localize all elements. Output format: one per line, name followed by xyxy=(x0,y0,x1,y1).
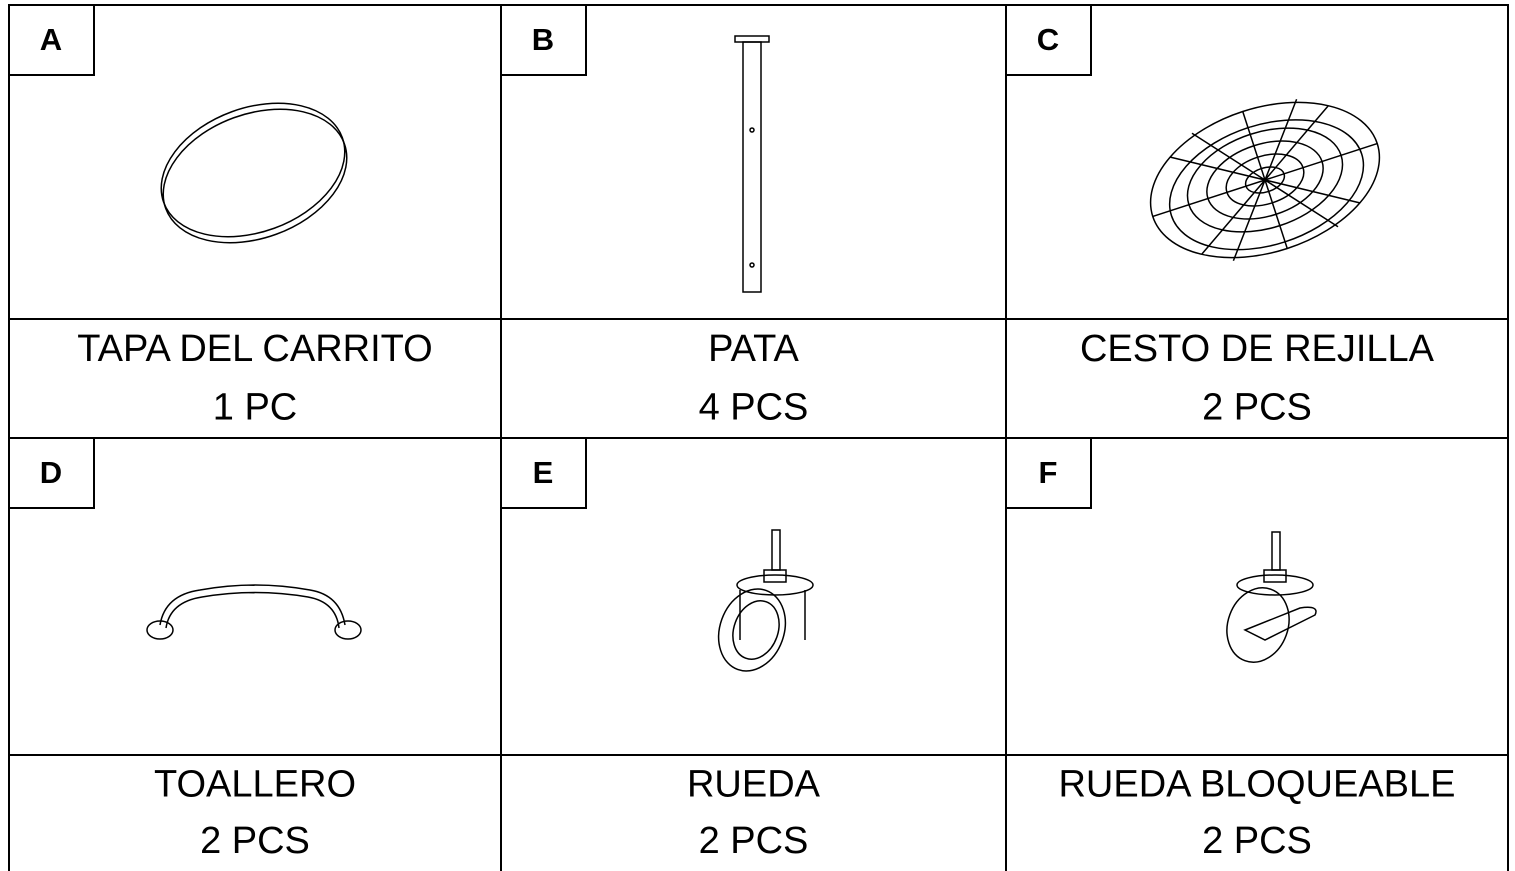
part-name: TAPA DEL CARRITO xyxy=(77,328,432,370)
part-name: PATA xyxy=(708,328,799,370)
drawing-d xyxy=(146,584,362,640)
drawing-a xyxy=(160,102,348,244)
part-letter: B xyxy=(532,22,554,57)
part-qty: 2 PCS xyxy=(1202,820,1312,862)
drawing-b xyxy=(734,35,770,293)
drawing-f xyxy=(1226,531,1317,663)
part-name: RUEDA xyxy=(687,763,821,805)
part-name: RUEDA BLOQUEABLE xyxy=(1058,763,1455,805)
part-letter: F xyxy=(1039,455,1058,490)
part-letter: A xyxy=(40,22,62,57)
letter-box xyxy=(1005,437,1092,509)
part-name: TOALLERO xyxy=(154,763,356,805)
part-letter: C xyxy=(1037,22,1059,57)
part-qty: 2 PCS xyxy=(200,820,310,862)
part-name: CESTO DE REJILLA xyxy=(1080,328,1435,370)
drawing-e xyxy=(717,529,814,672)
letter-box xyxy=(500,437,587,509)
letter-box xyxy=(8,437,95,509)
letter-box xyxy=(1005,4,1092,76)
part-letter: D xyxy=(40,455,62,490)
part-qty: 1 PC xyxy=(213,386,297,428)
part-qty: 2 PCS xyxy=(699,820,809,862)
part-qty: 4 PCS xyxy=(699,386,809,428)
drawing-c xyxy=(1149,99,1381,261)
part-qty: 2 PCS xyxy=(1202,386,1312,428)
letter-box xyxy=(500,4,587,76)
grid xyxy=(8,4,1509,871)
letter-box xyxy=(8,4,95,76)
part-letter: E xyxy=(533,455,554,490)
